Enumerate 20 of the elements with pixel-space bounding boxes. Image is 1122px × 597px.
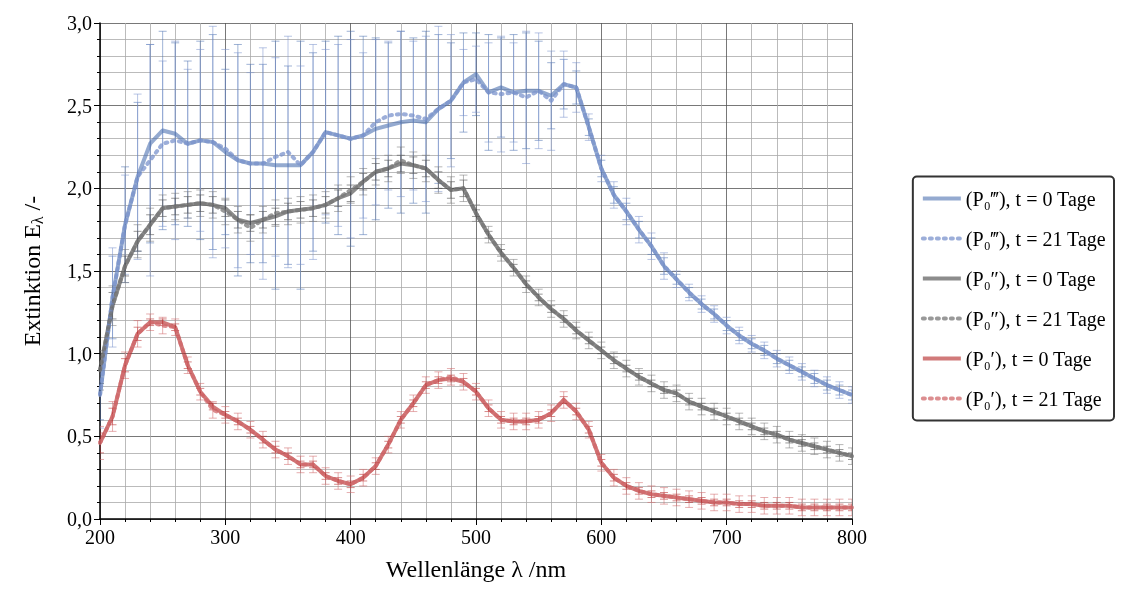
legend-label: (P₀″), t = 21 Tage	[965, 307, 1106, 331]
y-tick-label: 2,0	[67, 177, 92, 200]
y-axis-title: Extinktion Eλ /-	[19, 195, 46, 347]
x-tick-label: 600	[586, 526, 617, 548]
y-tick-label: 3,0	[67, 12, 92, 34]
x-axis-title: Wellenlänge λ /nm	[385, 556, 567, 582]
legend-label: (P₀″), t = 0 Tage	[965, 267, 1096, 291]
legend-label: (P₀′), t = 0 Tage	[965, 347, 1092, 371]
y-tick-label: 1,0	[67, 342, 92, 365]
x-tick-label: 500	[461, 526, 491, 548]
y-tick-label: 2,5	[67, 94, 92, 117]
legend-label: (P₀‴), t = 0 Tage	[965, 187, 1096, 211]
x-tick-label: 400	[335, 526, 366, 548]
x-tick-label: 800	[837, 526, 867, 548]
y-tick-label: 1,5	[67, 260, 92, 282]
legend-label: (P₀′), t = 21 Tage	[965, 387, 1102, 411]
legend-label: (P₀‴), t = 21 Tage	[965, 227, 1106, 251]
x-tick-label: 300	[210, 526, 241, 548]
x-tick-label: 700	[711, 526, 742, 548]
y-tick-label: 0,5	[67, 425, 92, 448]
